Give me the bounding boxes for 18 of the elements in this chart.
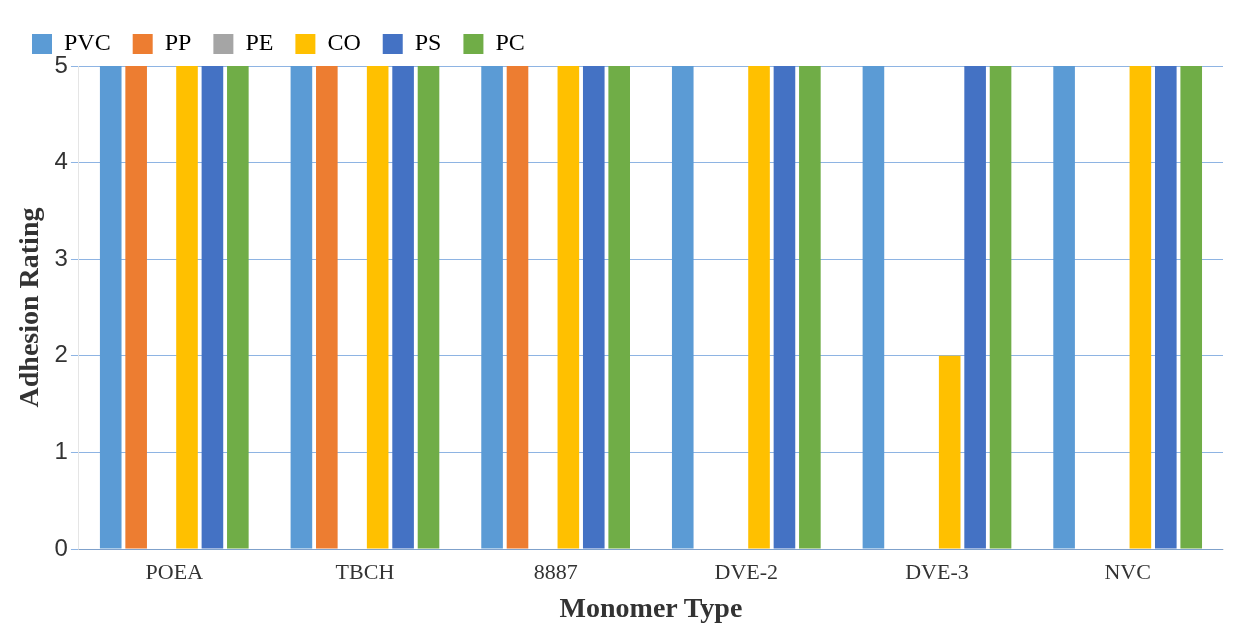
legend-label: PS	[414, 29, 442, 56]
legend-label: PP	[164, 29, 192, 56]
y-tick-label: 2	[54, 340, 68, 368]
y-tick-label: 1	[54, 437, 68, 465]
x-tick-label: TBCH	[335, 558, 395, 584]
x-tick-label: DVE-2	[714, 558, 779, 584]
y-tick-label: 0	[54, 533, 68, 561]
y-axis-title: Adhesion Rating	[13, 207, 45, 408]
y-tick-label: 4	[54, 147, 68, 175]
x-tick-label: POEA	[145, 558, 204, 584]
x-axis-title: Monomer Type	[559, 592, 743, 624]
x-tick-label: NVC	[1104, 558, 1151, 584]
legend-label: PE	[245, 29, 274, 56]
x-tick-label: DVE-3	[905, 558, 969, 584]
y-tick-label: 3	[54, 243, 68, 271]
legend-label: PC	[495, 29, 525, 56]
x-tick-label: 8887	[533, 558, 578, 584]
legend-label: CO	[327, 29, 361, 56]
